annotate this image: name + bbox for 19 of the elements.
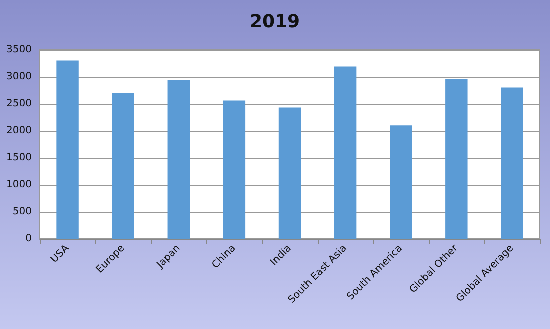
bar (112, 93, 134, 239)
y-tick-label: 2000 (6, 126, 32, 136)
bar (446, 79, 468, 239)
bar (390, 126, 412, 239)
y-tick-label: 1000 (6, 180, 32, 190)
bar (334, 66, 357, 239)
y-tick-label: 1500 (6, 152, 32, 164)
bar (168, 80, 190, 239)
bar (56, 60, 79, 239)
bar (223, 100, 246, 239)
y-tick-label: 3500 (6, 44, 32, 56)
y-tick-label: 0 (26, 234, 32, 244)
x-tick-label: USA (49, 243, 72, 266)
bar (278, 108, 302, 239)
chart-title: 2019 (250, 12, 300, 32)
bar (501, 88, 524, 239)
y-tick-label: 2500 (6, 98, 32, 110)
y-tick-label: 3000 (6, 72, 32, 82)
y-tick-label: 500 (12, 206, 32, 218)
